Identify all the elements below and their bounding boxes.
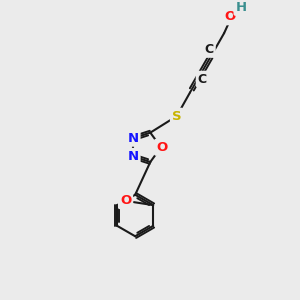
Text: N: N xyxy=(128,132,139,145)
Text: C: C xyxy=(198,73,207,85)
Text: O: O xyxy=(224,10,236,23)
Text: O: O xyxy=(156,141,167,154)
Text: H: H xyxy=(236,1,247,14)
Text: C: C xyxy=(205,43,214,56)
Text: O: O xyxy=(120,194,131,207)
Text: S: S xyxy=(172,110,182,123)
Text: N: N xyxy=(128,150,139,163)
